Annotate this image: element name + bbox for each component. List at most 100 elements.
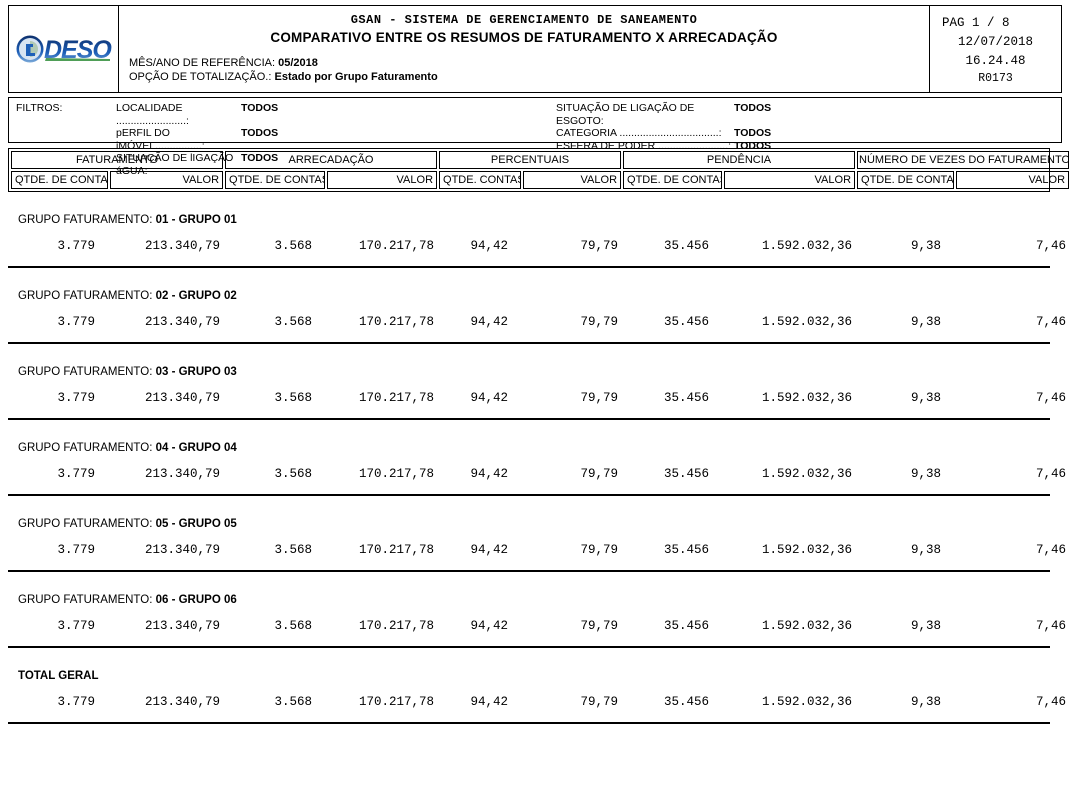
group-label-prefix: GRUPO FATURAMENTO: (18, 366, 156, 378)
table-header: FATURAMENTO ARRECADAÇÃO PERCENTUAIS PEND… (8, 148, 1070, 192)
filters-title: FILTROS: (16, 102, 63, 114)
value-cell: 7,46 (1035, 619, 1066, 633)
filter-row-localidade: LOCALIDADE ........................: TOD… (116, 102, 556, 127)
value-cell: 9,38 (910, 543, 941, 557)
value-cell: 170.217,78 (358, 391, 434, 405)
value-cell: 3.779 (57, 239, 95, 253)
value-cell: 3.568 (274, 315, 312, 329)
value-cell: 7,46 (1035, 391, 1066, 405)
column-header-qtde: QTDE. DE CONTAS (225, 171, 326, 189)
report-page: DESO GSAN - SISTEMA DE GERENCIAMENTO DE … (8, 5, 1070, 724)
value-cell: 3.568 (274, 391, 312, 405)
value-cell: 1.592.032,36 (761, 695, 852, 709)
value-cell: 7,46 (1035, 239, 1066, 253)
value-cell: 3.779 (57, 543, 95, 557)
value-cell: 3.779 (57, 467, 95, 481)
column-group-numero-vezes: NÚMERO DE VEZES DO FATURAMENTO (857, 151, 1070, 169)
value-cell: 9,38 (910, 619, 941, 633)
page-info-box: PAG 1 / 8 12/07/2018 16.24.48 R0173 (929, 6, 1061, 92)
group-block: GRUPO FATURAMENTO: 04 - GRUPO 04 3.779 2… (8, 442, 1066, 496)
value-cell: 35.456 (663, 467, 709, 481)
group-block: GRUPO FATURAMENTO: 05 - GRUPO 05 3.779 2… (8, 518, 1066, 572)
value-cell: 79,79 (580, 239, 618, 253)
logo-underline (44, 58, 110, 61)
filters-right-column: SITUAÇÃO DE LIGAÇÃO DE ESGOTO: TODOS CAT… (556, 102, 1036, 152)
value-cell: 79,79 (580, 467, 618, 481)
value-cell: 3.568 (274, 543, 312, 557)
filter-value: TODOS (734, 102, 772, 114)
value-cell: 9,38 (910, 467, 941, 481)
group-label-name: 06 - GRUPO 06 (155, 594, 237, 606)
value-cell: 1.592.032,36 (761, 543, 852, 557)
filter-row-categoria: CATEGORIA ..............................… (556, 127, 1036, 140)
value-cell: 213.340,79 (144, 315, 220, 329)
value-cell: 170.217,78 (358, 619, 434, 633)
group-label: GRUPO FATURAMENTO: 01 - GRUPO 01 (18, 214, 1064, 228)
group-label-name: 02 - GRUPO 02 (155, 290, 237, 302)
value-cell: 94,42 (470, 315, 508, 329)
value-cell: 94,42 (470, 239, 508, 253)
report-header: DESO GSAN - SISTEMA DE GERENCIAMENTO DE … (8, 5, 1062, 93)
group-label: GRUPO FATURAMENTO: 06 - GRUPO 06 (18, 594, 1064, 608)
report-body: GRUPO FATURAMENTO: 01 - GRUPO 01 3.779 2… (8, 214, 1066, 724)
value-cell: 94,42 (470, 391, 508, 405)
value-cell: 7,46 (1035, 315, 1066, 329)
value-cell: 3.779 (57, 619, 95, 633)
column-header-valor: VALOR (523, 171, 622, 189)
report-date: 12/07/2018 (957, 34, 1033, 49)
group-values-row: 3.779 213.340,79 3.568 170.217,78 94,42 … (8, 236, 1070, 256)
group-label-name: 04 - GRUPO 04 (155, 442, 237, 454)
value-cell: 94,42 (470, 467, 508, 481)
filter-label: CATEGORIA ..............................… (556, 127, 722, 139)
group-label-prefix: GRUPO FATURAMENTO: (18, 290, 156, 302)
group-label-prefix: GRUPO FATURAMENTO: (18, 518, 156, 530)
value-cell: 7,46 (1035, 543, 1066, 557)
value-cell: 213.340,79 (144, 695, 220, 709)
value-cell: 213.340,79 (144, 619, 220, 633)
value-cell: 9,38 (910, 239, 941, 253)
column-group-faturamento: FATURAMENTO (11, 151, 224, 169)
group-block: GRUPO FATURAMENTO: 06 - GRUPO 06 3.779 2… (8, 594, 1066, 648)
value-cell: 35.456 (663, 695, 709, 709)
report-title: COMPARATIVO ENTRE OS RESUMOS DE FATURAME… (270, 30, 778, 45)
value-cell: 1.592.032,36 (761, 315, 852, 329)
group-label-name: 01 - GRUPO 01 (155, 214, 237, 226)
group-separator (8, 494, 1050, 496)
filter-value: TODOS (241, 102, 279, 114)
filter-value: TODOS (241, 127, 279, 139)
filter-label: SITUAÇÃO DE lIGAÇÃO áGUA: (116, 152, 234, 177)
value-cell: 94,42 (470, 619, 508, 633)
filter-label: SITUAÇÃO DE LIGAÇÃO DE ESGOTO: (556, 102, 695, 127)
value-cell: 3.568 (274, 619, 312, 633)
value-cell: 3.568 (274, 239, 312, 253)
header-titles: GSAN - SISTEMA DE GERENCIAMENTO DE SANEA… (119, 6, 929, 92)
value-cell: 35.456 (663, 619, 709, 633)
filters-left-column: LOCALIDADE ........................: TOD… (116, 102, 556, 177)
group-block: GRUPO FATURAMENTO: 02 - GRUPO 02 3.779 2… (8, 290, 1066, 344)
filter-value: TODOS (241, 152, 279, 164)
value-cell: 170.217,78 (358, 239, 434, 253)
value-cell: 1.592.032,36 (761, 239, 852, 253)
deso-logo: DESO (9, 6, 119, 92)
deso-logo-graphic: DESO (16, 35, 113, 64)
group-label: GRUPO FATURAMENTO: 04 - GRUPO 04 (18, 442, 1064, 456)
group-separator (8, 646, 1050, 648)
value-cell: 35.456 (663, 239, 709, 253)
group-label-prefix: GRUPO FATURAMENTO: (18, 594, 156, 606)
group-separator (8, 722, 1050, 724)
group-block: TOTAL GERAL 3.779 213.340,79 3.568 170.2… (8, 670, 1066, 724)
column-header-qtde: QTDE. DE CONTAS (857, 171, 955, 189)
value-cell: 3.779 (57, 391, 95, 405)
column-header-qtde: QTDE. CONTAS (439, 171, 522, 189)
group-label: GRUPO FATURAMENTO: 02 - GRUPO 02 (18, 290, 1064, 304)
value-cell: 213.340,79 (144, 543, 220, 557)
system-title: GSAN - SISTEMA DE GERENCIAMENTO DE SANEA… (350, 13, 698, 27)
group-separator (8, 570, 1050, 572)
value-cell: 3.568 (274, 467, 312, 481)
totalization-line: OPÇÃO DE TOTALIZAÇÃO.: Estado por Grupo … (129, 71, 929, 83)
filter-value: TODOS (734, 139, 772, 152)
totalization-label: OPÇÃO DE TOTALIZAÇÃO.: (129, 71, 272, 83)
value-cell: 213.340,79 (144, 467, 220, 481)
group-separator (8, 418, 1050, 420)
value-cell: 35.456 (663, 543, 709, 557)
